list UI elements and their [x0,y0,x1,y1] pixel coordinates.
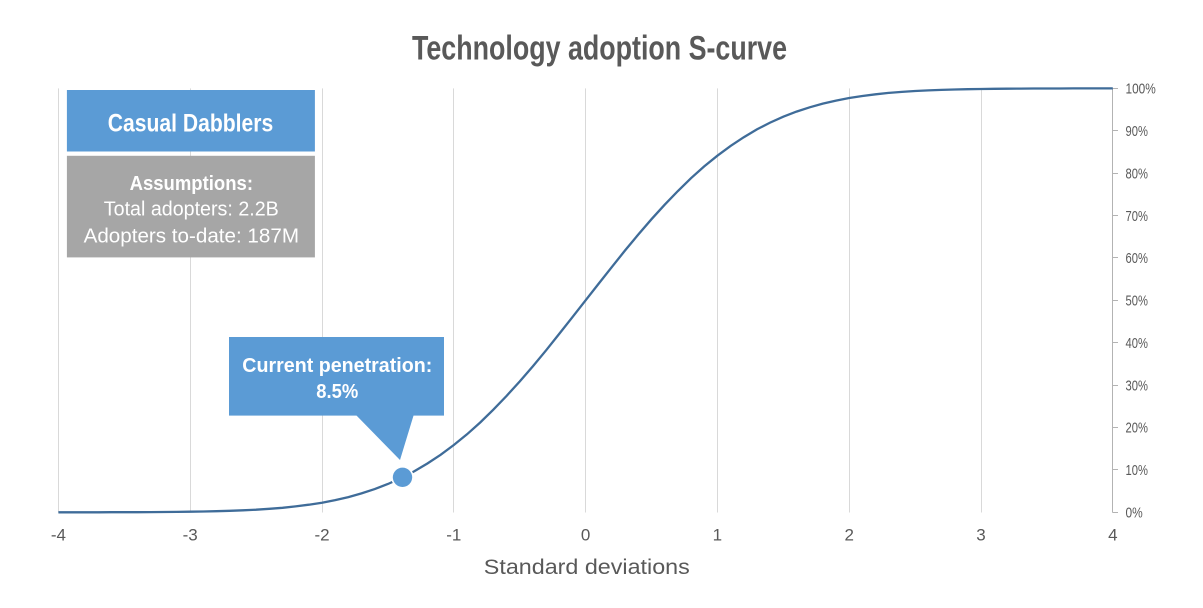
svg-text:40%: 40% [1126,336,1148,352]
svg-text:Casual Dabblers: Casual Dabblers [108,110,273,138]
svg-text:50%: 50% [1126,294,1148,310]
svg-text:100%: 100% [1126,82,1156,98]
svg-text:Current penetration:: Current penetration: [242,354,432,377]
svg-text:3: 3 [976,526,985,545]
svg-text:8.5%: 8.5% [316,380,358,403]
svg-text:0%: 0% [1126,506,1143,522]
svg-text:-4: -4 [51,526,66,545]
svg-text:-3: -3 [183,526,198,545]
svg-text:30%: 30% [1126,378,1148,394]
svg-text:Technology adoption S-curve: Technology adoption S-curve [412,30,787,68]
svg-text:20%: 20% [1126,421,1148,437]
svg-text:Total adopters: 2.2B: Total adopters: 2.2B [104,198,279,221]
svg-text:Adopters to-date: 187M: Adopters to-date: 187M [84,225,299,248]
svg-text:4: 4 [1108,526,1117,545]
svg-text:70%: 70% [1126,209,1148,225]
svg-text:-1: -1 [446,526,461,545]
svg-text:80%: 80% [1126,166,1148,182]
svg-text:Assumptions:: Assumptions: [130,172,253,195]
svg-text:Standard deviations: Standard deviations [484,556,690,579]
svg-text:10%: 10% [1126,463,1148,479]
svg-text:90%: 90% [1126,124,1148,140]
svg-text:60%: 60% [1126,251,1148,267]
svg-text:2: 2 [844,526,853,545]
svg-text:0: 0 [581,526,590,545]
svg-text:1: 1 [713,526,722,545]
svg-text:-2: -2 [314,526,329,545]
